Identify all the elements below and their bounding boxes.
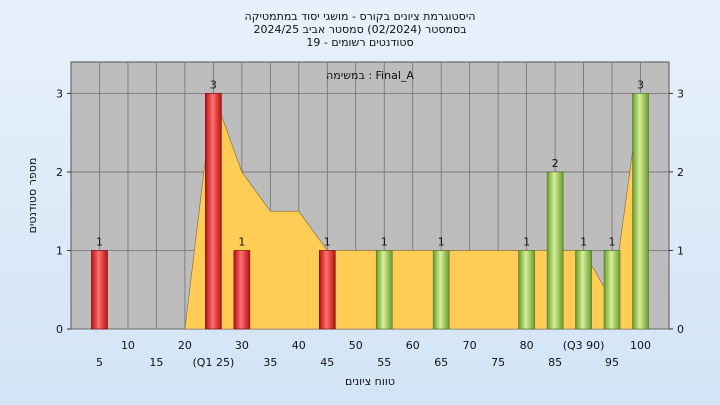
x-axis-title: טווח ציונים xyxy=(345,375,395,388)
bar-25 xyxy=(205,93,222,330)
data-label-55: 1 xyxy=(381,235,388,248)
x-tick-label-5: 5 xyxy=(96,356,103,369)
y-axis-title: מספר סטודנטים xyxy=(26,158,39,234)
x-tick-label-70: 70 xyxy=(463,339,477,352)
x-tick-label-40: 40 xyxy=(292,339,306,352)
x-tick-label-25: (Q1 25) xyxy=(193,356,235,369)
x-tick-label-85: 85 xyxy=(548,356,562,369)
y-tick-left-0: 0 xyxy=(56,323,63,336)
x-tick-label-35: 35 xyxy=(263,356,277,369)
y-tick-right-1: 1 xyxy=(677,244,684,257)
data-label-85: 2 xyxy=(552,157,559,170)
x-tick-label-55: 55 xyxy=(377,356,391,369)
x-tick-label-80: 80 xyxy=(520,339,534,352)
data-label-25: 3 xyxy=(210,78,217,91)
data-label-95: 1 xyxy=(609,235,616,248)
bar-55 xyxy=(375,250,393,330)
chart-title-line-3: סטודנטים רשומים - 19 xyxy=(306,36,414,49)
bar-30 xyxy=(233,250,251,330)
data-label-90: 1 xyxy=(580,235,587,248)
data-label-45: 1 xyxy=(324,235,331,248)
series-label: במשימה : Final_A xyxy=(326,69,414,82)
y-tick-left-2: 2 xyxy=(56,166,63,179)
bar-100 xyxy=(632,93,649,330)
bar-65 xyxy=(432,250,450,330)
bar-45 xyxy=(318,250,336,330)
x-tick-label-15: 15 xyxy=(149,356,163,369)
data-label-30: 1 xyxy=(238,235,245,248)
x-tick-label-50: 50 xyxy=(349,339,363,352)
data-label-65: 1 xyxy=(438,235,445,248)
x-tick-label-45: 45 xyxy=(320,356,334,369)
bar-80 xyxy=(518,250,535,330)
x-tick-label-95: 95 xyxy=(605,356,619,369)
x-tick-label-10: 10 xyxy=(121,339,135,352)
x-tick-label-75: 75 xyxy=(491,356,505,369)
y-tick-right-0: 0 xyxy=(677,323,684,336)
chart-title-line-2: בסמסטר (02/2024) סמסטר אביב 2024/25 xyxy=(253,23,467,36)
x-tick-label-90: (Q3 90) xyxy=(563,339,605,352)
chart-title-line-1: היסטוגרמת ציונים בקורס - מושגי יסוד במתמ… xyxy=(244,10,476,23)
chart-titles: היסטוגרמת ציונים בקורס - מושגי יסוד במתמ… xyxy=(0,10,720,49)
data-label-80: 1 xyxy=(523,235,530,248)
y-tick-right-2: 2 xyxy=(677,166,684,179)
bar-5 xyxy=(91,250,108,330)
x-tick-label-65: 65 xyxy=(434,356,448,369)
bar-95 xyxy=(603,250,621,330)
y-tick-right-3: 3 xyxy=(677,87,684,100)
y-tick-left-1: 1 xyxy=(56,244,63,257)
x-tick-label-20: 20 xyxy=(178,339,192,352)
data-label-100: 3 xyxy=(637,78,644,91)
x-tick-label-60: 60 xyxy=(406,339,420,352)
data-label-5: 1 xyxy=(96,235,103,248)
x-tick-label-30: 30 xyxy=(235,339,249,352)
bar-85 xyxy=(546,171,564,330)
bar-90 xyxy=(575,250,592,330)
x-tick-label-100: 100 xyxy=(630,339,651,352)
y-tick-left-3: 3 xyxy=(56,87,63,100)
